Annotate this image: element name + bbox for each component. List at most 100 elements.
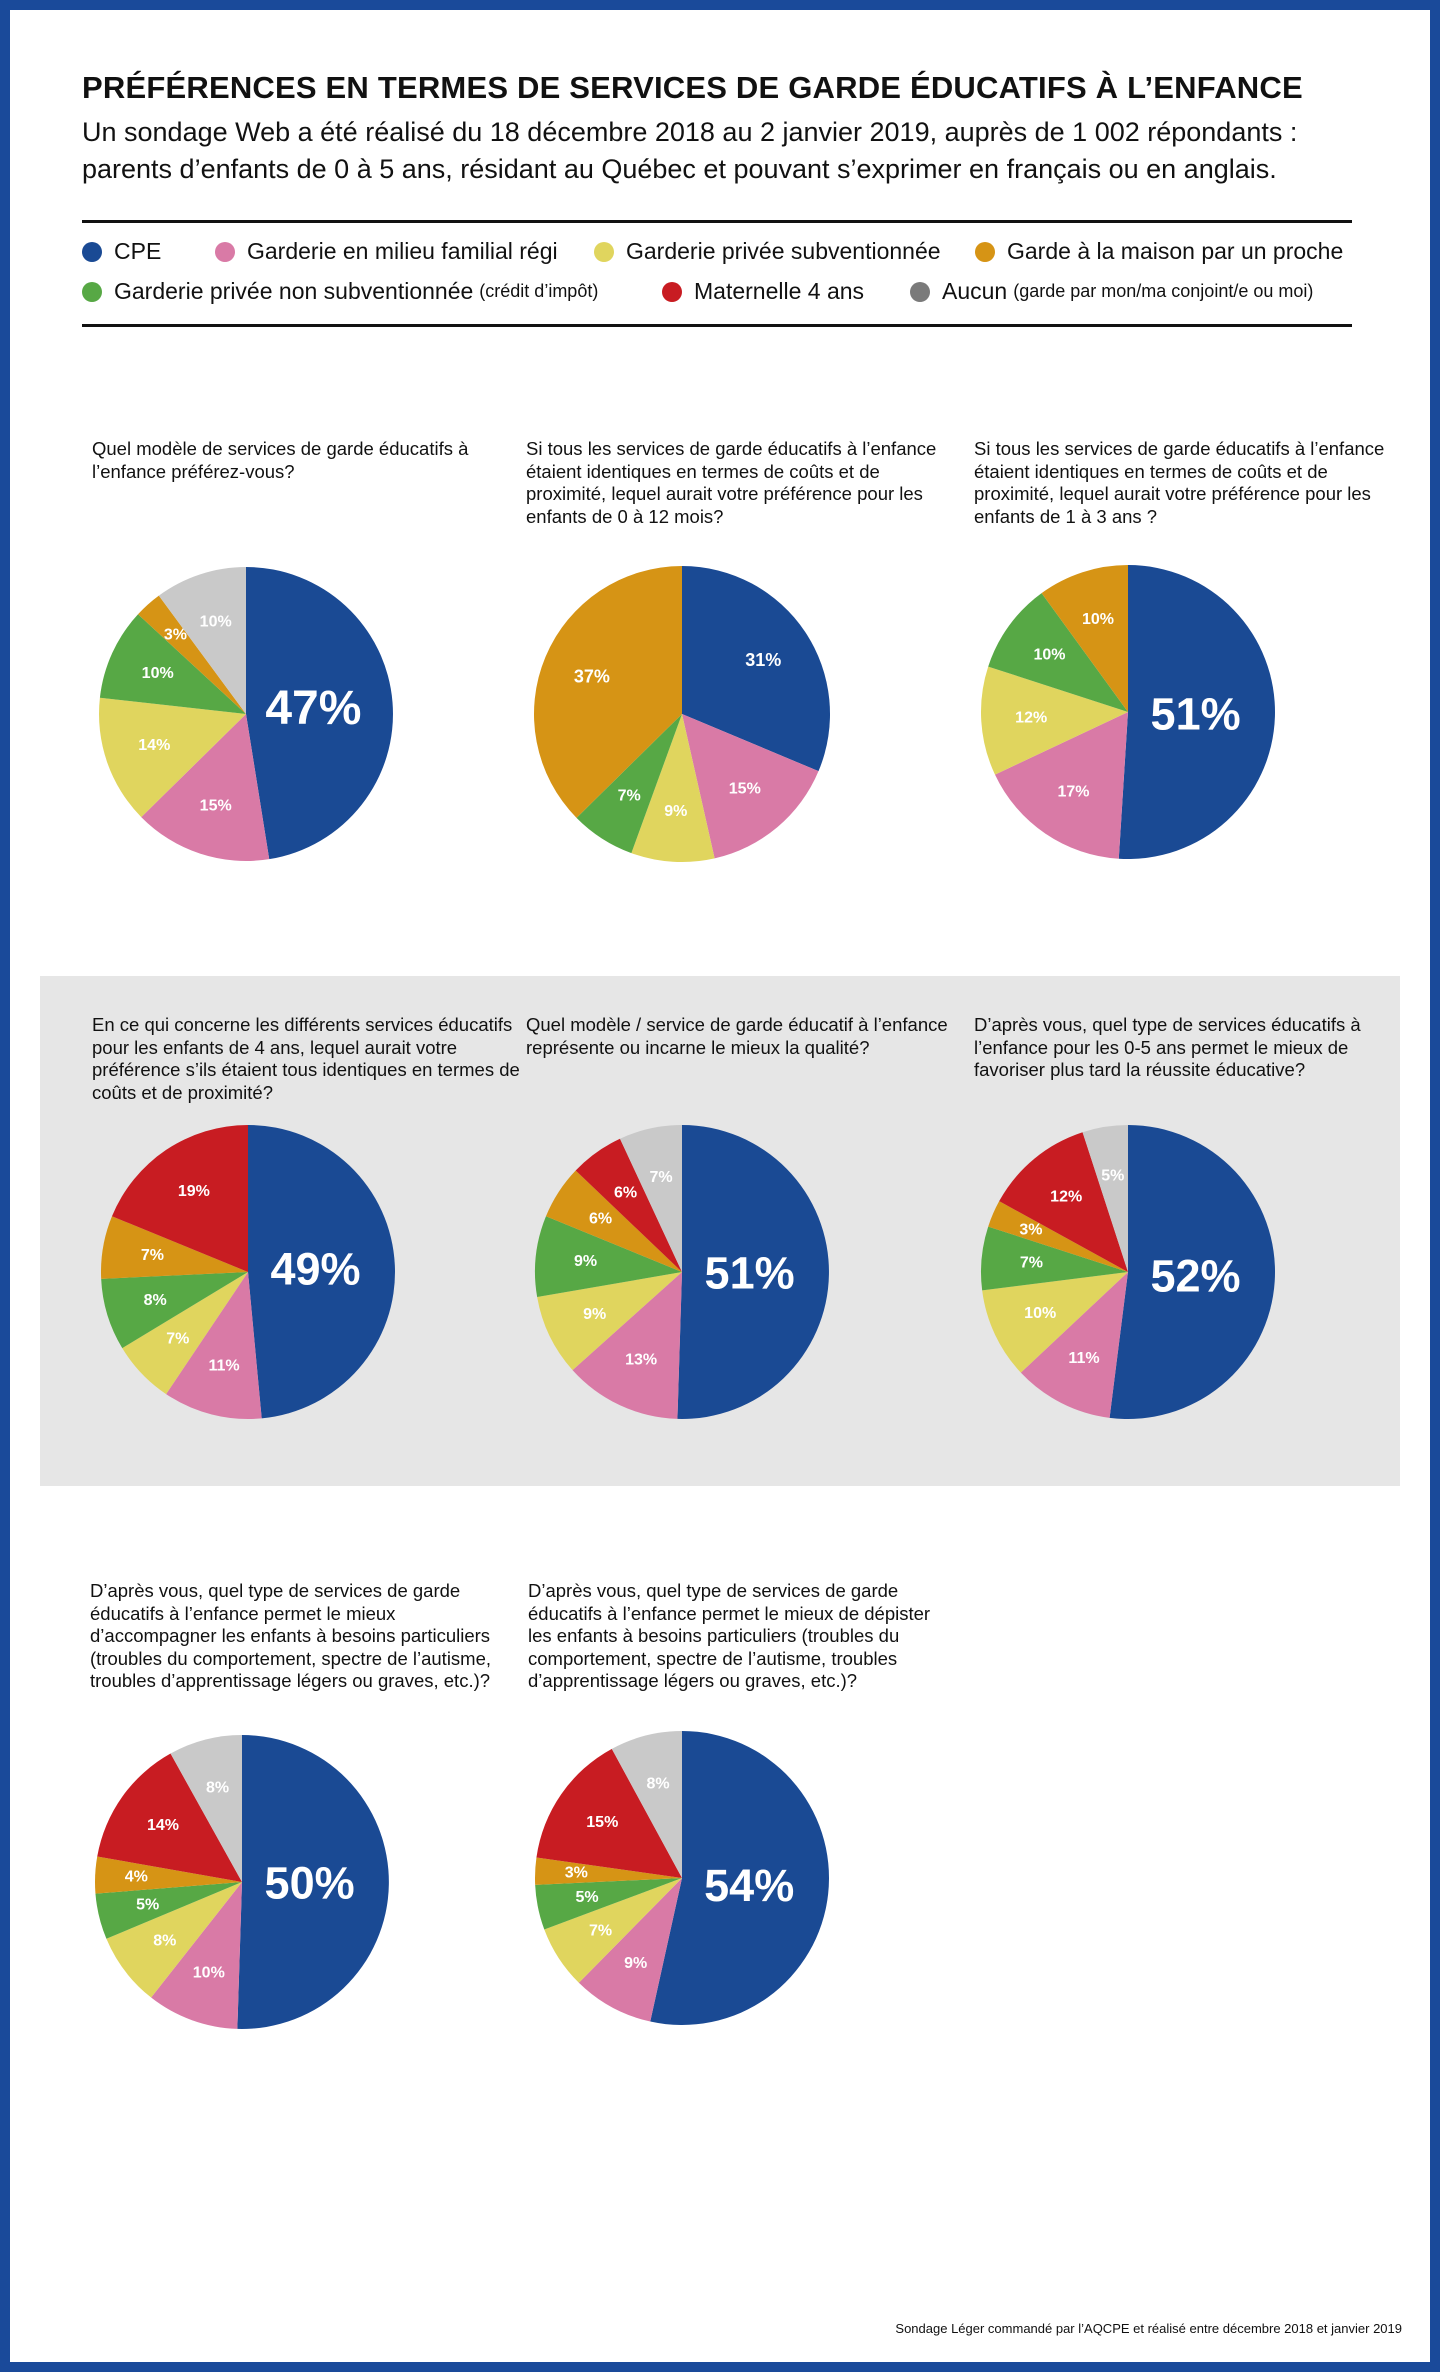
pie-label-garderie-privee-non-subventionnee: 5% [575, 1889, 598, 1906]
pie-label-cpe: 52% [1150, 1251, 1240, 1302]
pie-chart-3: 51% 17% 12% 10% 10% [980, 565, 1275, 859]
pie-slice-garderie-privee-non-subventionnee [535, 1878, 682, 1930]
pie-slice-cpe [246, 567, 393, 860]
legend-top-rule [82, 220, 1352, 223]
question-2: Si tous les services de garde éducatifs … [526, 438, 937, 527]
pie-label-garderie-en-milieu-familial-regi: 17% [1057, 784, 1089, 801]
pie-label-cpe: 54% [704, 1860, 794, 1911]
legend-item-proche: Garde à la maison par un proche [975, 238, 1343, 265]
legend-item-maternelle: Maternelle 4 ans [662, 278, 864, 305]
pie-slice-aucun [611, 1731, 682, 1878]
pie-label-aucun: 7% [649, 1169, 672, 1186]
question-3: Si tous les services de garde éducatifs … [974, 438, 1385, 527]
legend-label: Garderie privée non subventionnée [114, 278, 474, 304]
pie-slice-garderie-en-milieu-familial-regi [682, 714, 819, 859]
pie-label-aucun: 10% [200, 613, 232, 630]
pie-label-garderie-privee-subventionnee: 8% [153, 1932, 176, 1949]
pie-label-garderie-privee-non-subventionnee: 10% [1033, 647, 1065, 664]
pie-label-garde-a-la-maison-par-un-proche: 3% [164, 627, 187, 644]
pie-slice-maternelle-4-ans [999, 1132, 1128, 1272]
legend-note: (garde par mon/ma conjoint/e ou moi) [1013, 281, 1314, 301]
pie-slice-garderie-en-milieu-familial-regi [141, 714, 270, 861]
pie-label-garde-a-la-maison-par-un-proche: 10% [1082, 611, 1114, 628]
pie-label-garde-a-la-maison-par-un-proche: 37% [574, 666, 610, 686]
pie-slice-garderie-privee-non-subventionnee [101, 1272, 248, 1349]
pie-chart-1: 47% 15% 14% 10% 3% 10% [99, 567, 393, 861]
pie-label-cpe: 51% [1151, 689, 1241, 740]
pie-label-cpe: 50% [265, 1858, 355, 1909]
legend-label: Garderie en milieu familial régi [247, 238, 558, 264]
pie-slice-garderie-privee-non-subventionnee [980, 1226, 1128, 1291]
pie-label-garde-a-la-maison-par-un-proche: 4% [125, 1869, 148, 1886]
question-8: D’après vous, quel type de services de g… [528, 1580, 931, 1691]
pie-slice-garderie-en-milieu-familial-regi [578, 1878, 682, 2022]
legend-label: Garde à la maison par un proche [1007, 238, 1344, 264]
source-footnote: Sondage Léger commandé par l’AQCPE et ré… [895, 2321, 1402, 2336]
pie-label-maternelle-4-ans: 6% [614, 1185, 637, 1202]
pie-label-garderie-en-milieu-familial-regi: 13% [625, 1352, 657, 1369]
pie-slice-garderie-privee-subventionnee [99, 697, 246, 818]
pie-slice-maternelle-4-ans [97, 1753, 242, 1882]
pie-slice-maternelle-4-ans [111, 1125, 248, 1272]
legend-item-privee-sub: Garderie privée subventionnée [594, 238, 941, 265]
pie-slice-garderie-privee-non-subventionnee [988, 593, 1128, 712]
pie-slice-garderie-en-milieu-familial-regi [994, 712, 1128, 859]
legend-swatch [82, 281, 102, 302]
pie-chart-4: 49% 11% 7% 8% 7% 19% [100, 1125, 395, 1420]
legend-item-privee-non-sub: Garderie privée non subventionnée (crédi… [82, 278, 598, 305]
legend-bottom-rule [82, 324, 1352, 327]
pie-slice-garderie-en-milieu-familial-regi [1020, 1272, 1128, 1418]
pie-slice-cpe [682, 566, 831, 772]
pie-label-garderie-en-milieu-familial-regi: 9% [624, 1955, 647, 1972]
pie-slice-garderie-privee-subventionnee [106, 1882, 242, 1998]
pie-slice-garde-a-la-maison-par-un-proche [94, 1856, 242, 1894]
pie-slice-aucun [170, 1735, 242, 1882]
legend-item-aucun: Aucun (garde par mon/ma conjoint/e ou mo… [910, 278, 1313, 305]
pie-slice-garde-a-la-maison-par-un-proche [535, 1857, 682, 1885]
pie-slice-garderie-privee-subventionnee [122, 1272, 248, 1395]
pie-chart-5: 51% 13% 9% 9% 6%6% 7% [535, 1125, 829, 1419]
question-7: D’après vous, quel type de services de g… [90, 1580, 492, 1691]
pie-label-garderie-privee-non-subventionnee: 7% [618, 788, 641, 805]
question-5: Quel modèle / service de garde éducatif … [526, 1014, 948, 1058]
pie-slice-garde-a-la-maison-par-un-proche [533, 566, 682, 818]
legend-swatch [594, 241, 614, 262]
pie-chart-8: 54% 9% 7% 5% 3% 15% 8% [535, 1731, 830, 2025]
legend-swatch [662, 281, 682, 302]
pie-slice-cpe [237, 1735, 389, 2029]
legend-swatch [975, 241, 995, 262]
pie-label-garderie-privee-non-subventionnee: 7% [1020, 1254, 1043, 1271]
pie-label-garderie-privee-non-subventionnee: 10% [142, 665, 174, 682]
pie-label-garderie-en-milieu-familial-regi: 10% [193, 1965, 225, 1982]
legend-label: Garderie privée subventionnée [626, 238, 941, 264]
pie-label-garde-a-la-maison-par-un-proche: 7% [141, 1247, 164, 1264]
pie-slice-garderie-privee-subventionnee [544, 1878, 682, 1983]
pie-label-garderie-privee-subventionnee: 9% [583, 1306, 606, 1323]
legend-swatch [215, 241, 235, 262]
pie-slice-garde-a-la-maison-par-un-proche [1041, 565, 1128, 712]
pie-slice-garderie-privee-non-subventionnee [95, 1882, 243, 1939]
pie-slice-cpe [1109, 1125, 1276, 1419]
legend-label: CPE [114, 238, 162, 264]
pie-chart-6: 52% 11% 10% 7% 3% 12% 5% [980, 1125, 1276, 1419]
page-subtitle: Un sondage Web a été réalisé du 18 décem… [82, 117, 1298, 184]
pie-label-maternelle-4-ans: 15% [586, 1814, 618, 1831]
question-4: En ce qui concerne les différents servic… [92, 1014, 520, 1103]
pie-label-cpe: 49% [270, 1243, 360, 1294]
pie-slice-cpe [650, 1731, 830, 2025]
pie-slice-garde-a-la-maison-par-un-proche [100, 1216, 249, 1279]
pie-label-maternelle-4-ans: 12% [1050, 1189, 1082, 1206]
pie-label-cpe: 31% [745, 650, 781, 670]
pie-label-aucun: 5% [1101, 1168, 1124, 1185]
question-6: D’après vous, quel type de services éduc… [974, 1014, 1361, 1080]
legend-swatch [910, 281, 930, 302]
pie-label-maternelle-4-ans: 14% [147, 1817, 179, 1834]
pie-chart-7: 50% 10% 8% 5% 4% 14% 8% [94, 1735, 389, 2029]
page-title: PRÉFÉRENCES EN TERMES DE SERVICES DE GAR… [82, 70, 1303, 105]
pie-label-garderie-en-milieu-familial-regi: 15% [729, 780, 761, 797]
pie-label-garderie-privee-subventionnee: 12% [1015, 710, 1047, 727]
pie-label-maternelle-4-ans: 19% [178, 1183, 210, 1200]
legend-item-cpe: CPE [82, 238, 161, 265]
pie-slice-cpe [248, 1125, 395, 1419]
pie-slice-garde-a-la-maison-par-un-proche [545, 1170, 682, 1272]
